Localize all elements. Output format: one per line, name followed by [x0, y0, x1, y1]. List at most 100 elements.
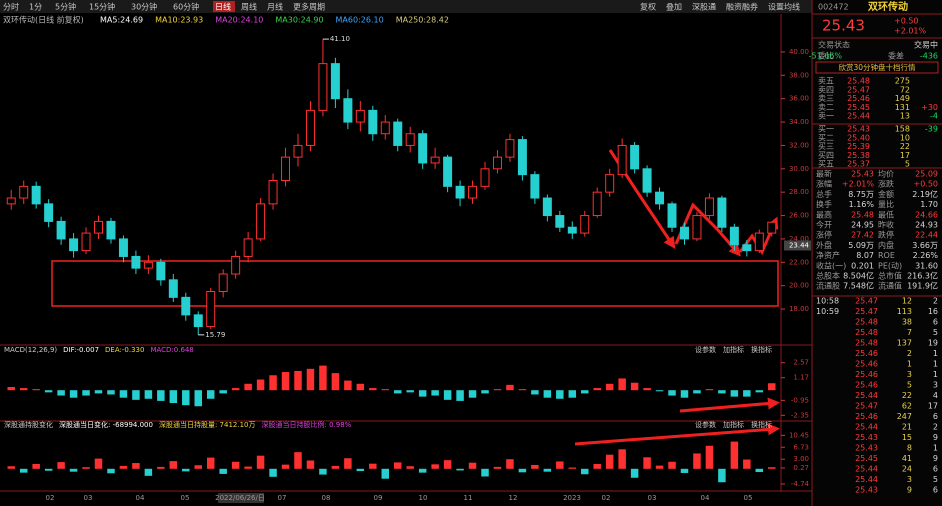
period-tab[interactable]: 5分钟 [55, 2, 76, 12]
indicator-bar [82, 467, 90, 469]
candle-body [218, 273, 228, 293]
banner-box [815, 61, 939, 74]
tool-button[interactable]: 深股通 [692, 2, 716, 12]
indicator-bar [743, 459, 751, 469]
period-tab[interactable]: 分时 [3, 2, 19, 12]
tick-price: 25.46 [855, 349, 878, 358]
indicator-button[interactable]: 设参数 [695, 345, 716, 354]
candle-body [106, 220, 116, 240]
indicator-bar [768, 467, 776, 469]
stat-cell: 24.93 [915, 221, 938, 230]
indicator-bar [82, 390, 90, 396]
indicator-bar [269, 468, 277, 477]
indicator-label: 深股通当日变化: -68994.000 [59, 420, 153, 429]
candle-body [143, 261, 153, 269]
tick-price: 25.44 [855, 465, 878, 474]
y-tick-label: 0.27 [793, 464, 809, 472]
candle-body [19, 185, 29, 199]
indicator-bar [481, 468, 489, 477]
period-tab[interactable]: 更多周期 [293, 2, 325, 12]
y-tick-label: 10.45 [789, 431, 809, 439]
banner[interactable]: 欣赏30分钟盘十档行情 [838, 62, 916, 72]
tick-price: 25.44 [855, 391, 878, 400]
indicator-bar [393, 390, 402, 394]
indicator-bar [381, 468, 390, 479]
period-tab[interactable]: 15分钟 [89, 2, 115, 12]
period-tab[interactable]: 60分钟 [173, 2, 199, 12]
indicator-button[interactable]: 换指标 [751, 345, 772, 354]
indicator-button[interactable]: 设参数 [695, 420, 716, 429]
book-price: 25.39 [847, 142, 870, 151]
tick-volume: 22 [902, 391, 912, 400]
indicator-bar [344, 458, 352, 469]
indicator-bar [69, 390, 78, 398]
y-tick-label: 1.17 [793, 374, 809, 382]
tool-button[interactable]: 复权 [640, 2, 656, 12]
y-tick-label: 3.00 [793, 455, 809, 463]
stat-cell: +2.01% [842, 180, 875, 189]
candle-body [131, 255, 141, 269]
indicator-button[interactable]: 换指标 [751, 420, 772, 429]
candle-body [655, 191, 665, 205]
status-label: 交易状态 [818, 40, 850, 50]
book-price: 25.46 [847, 94, 870, 103]
y-tick-label: 20.00 [789, 282, 809, 290]
tick-volume: 24 [902, 465, 912, 474]
tick-count: 19 [928, 339, 938, 348]
tool-button[interactable]: 叠加 [666, 2, 682, 12]
tick-volume: 137 [897, 339, 912, 348]
tool-button[interactable]: 融资融券 [726, 2, 758, 12]
cursor-price-box [784, 240, 811, 251]
stock-name: 双环传动 [868, 0, 908, 13]
quote-panel [812, 0, 942, 506]
indicator-bar [655, 390, 664, 392]
period-tab[interactable]: 30分钟 [131, 2, 157, 12]
price-pct: +2.01% [894, 27, 927, 36]
stat-cell: 31.60 [915, 261, 938, 270]
book-price: 25.43 [847, 125, 870, 134]
indicator-bar [94, 390, 103, 394]
indicator-label: DEA:-0.330 [105, 346, 144, 354]
stat-cell: 外盘 [816, 240, 832, 250]
stat-cell: 2.19亿 [912, 189, 938, 199]
candle-body [6, 197, 16, 205]
period-tab[interactable]: 日线 [215, 2, 231, 12]
tick-volume: 1 [907, 360, 912, 369]
stat-cell: 24.95 [851, 221, 874, 230]
book-price: 25.37 [847, 160, 870, 169]
indicator-bar [306, 368, 315, 391]
candle-body [31, 185, 41, 205]
indicator-bar [132, 390, 140, 400]
stat-cell: 总手 [816, 189, 832, 199]
candle-body [330, 63, 340, 100]
high-label: 41.10 [330, 35, 350, 43]
indicator-bar [443, 460, 452, 469]
tool-button[interactable]: 设置均线 [768, 2, 800, 12]
indicator-bar [244, 466, 252, 469]
indicator-bar [32, 389, 40, 391]
indicator-bar [256, 379, 265, 391]
indicator-button[interactable]: 加指标 [723, 345, 744, 354]
indicator-bar [107, 390, 115, 395]
trend-arrow [679, 397, 780, 413]
stat-cell: 涨幅 [816, 179, 832, 189]
date-label: 07 [278, 494, 287, 502]
indicator-bar [7, 387, 15, 391]
candle-body [69, 238, 79, 252]
period-tab[interactable]: 周线 [241, 2, 257, 12]
period-tab[interactable]: 1分 [29, 3, 42, 12]
period-tab[interactable]: 月线 [267, 2, 283, 12]
stat-cell: 流通股 [816, 281, 840, 291]
indicator-bar [369, 388, 377, 391]
y-tick-label: 34.00 [789, 118, 809, 126]
order-ratio: -436 [920, 52, 938, 61]
indicator-bar [418, 390, 427, 397]
candle-body [318, 63, 328, 111]
indicator-button[interactable]: 加指标 [723, 420, 744, 429]
book-label: 卖一 [818, 112, 834, 121]
indicator-bar [269, 375, 277, 391]
low-label: 15.79 [205, 331, 225, 339]
candle-body [268, 179, 278, 205]
stat-cell: 流通值 [878, 281, 902, 291]
